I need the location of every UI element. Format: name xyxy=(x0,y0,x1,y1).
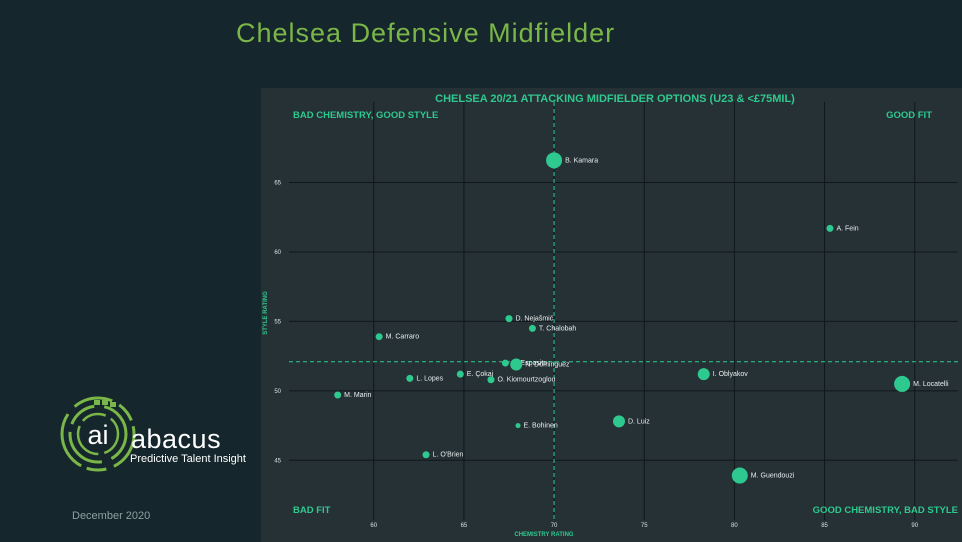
data-point xyxy=(697,368,710,381)
chart-title: CHELSEA 20/21 ATTACKING MIDFIELDER OPTIO… xyxy=(435,93,795,105)
point-label: M. Locatelli xyxy=(913,381,949,388)
y-tick-label: 65 xyxy=(274,181,281,187)
data-point xyxy=(894,375,911,392)
quadrant-label-bottom-right: GOOD CHEMISTRY, BAD STYLE xyxy=(813,505,958,516)
data-point xyxy=(731,467,748,484)
point-label: N. Dominguez xyxy=(525,361,570,368)
logo-mark: ai xyxy=(87,420,108,450)
y-axis-label: STYLE RATING xyxy=(263,291,269,335)
x-axis-label: CHEMISTRY RATING xyxy=(514,532,574,538)
point-label: O. Kiomourtzoglou xyxy=(497,377,555,384)
data-point xyxy=(501,359,509,367)
data-point xyxy=(334,391,342,399)
grid-lines xyxy=(289,102,958,520)
point-label: L. Lopes xyxy=(416,375,443,382)
x-tick-label: 85 xyxy=(821,523,828,529)
slide-date: December 2020 xyxy=(72,510,151,522)
x-tick-label: 60 xyxy=(370,523,377,529)
data-point xyxy=(612,415,625,428)
point-label: B. Kamara xyxy=(565,157,598,164)
data-point xyxy=(505,315,513,323)
point-label: D. Nejašmić xyxy=(515,316,553,323)
data-point xyxy=(528,324,536,332)
data-point xyxy=(826,224,834,232)
company-logo: ai xyxy=(58,394,258,474)
point-label: M. Carraro xyxy=(386,334,420,341)
data-point xyxy=(510,358,523,371)
point-label: E. Çokaj xyxy=(467,371,494,378)
data-point xyxy=(546,152,563,169)
point-label: E. Bohinen xyxy=(524,423,558,430)
data-point xyxy=(515,423,521,429)
x-tick-label: 80 xyxy=(731,523,738,529)
data-point xyxy=(375,333,383,341)
logo-rings-icon: ai xyxy=(60,396,136,472)
y-tick-label: 60 xyxy=(274,250,281,256)
x-tick-label: 65 xyxy=(461,523,468,529)
x-tick-label: 90 xyxy=(911,523,918,529)
quadrant-label-top-left: BAD CHEMISTRY, GOOD STYLE xyxy=(293,110,438,121)
scatter-chart: CHELSEA 20/21 ATTACKING MIDFIELDER OPTIO… xyxy=(263,93,958,538)
y-tick-label: 55 xyxy=(274,319,281,325)
x-tick-label: 75 xyxy=(641,523,648,529)
point-label: L. O'Brien xyxy=(433,452,464,459)
point-label: S. Esposito xyxy=(512,360,548,367)
data-point xyxy=(406,374,414,382)
point-label: I. Oblyakov xyxy=(713,371,749,378)
quadrant-label-top-right: GOOD FIT xyxy=(886,110,932,121)
point-label: D. Luiz xyxy=(628,418,650,425)
point-label: M. Marin xyxy=(344,392,371,399)
slide-title: Chelsea Defensive Midfielder xyxy=(236,18,616,48)
point-label: A. Fein xyxy=(836,225,858,232)
y-tick-label: 50 xyxy=(274,389,281,395)
data-point xyxy=(456,370,464,378)
logo-tagline: Predictive Talent Insight xyxy=(130,453,246,465)
data-point xyxy=(422,451,430,459)
point-label: M. Guendouzi xyxy=(751,473,795,480)
x-tick-label: 70 xyxy=(551,523,558,529)
chart-panel: CHELSEA 20/21 ATTACKING MIDFIELDER OPTIO… xyxy=(261,88,962,542)
quadrant-label-bottom-left: BAD FIT xyxy=(293,505,331,516)
data-point xyxy=(487,376,495,384)
y-tick-label: 45 xyxy=(274,458,281,464)
point-label: T. Chalobah xyxy=(539,325,576,332)
logo-brand-text: abacus xyxy=(131,424,222,454)
